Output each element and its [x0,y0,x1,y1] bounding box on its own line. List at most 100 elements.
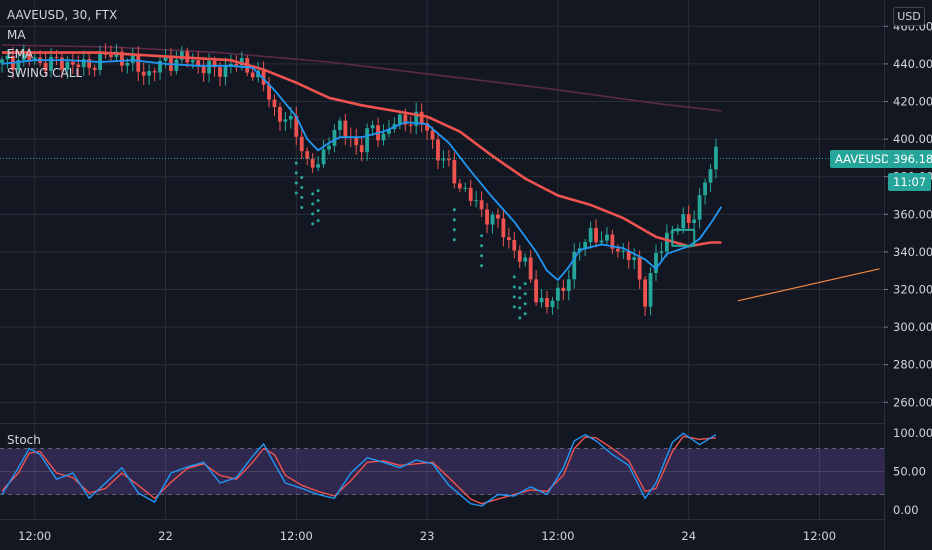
candle-body[interactable] [125,62,130,66]
candle-body[interactable] [686,214,691,224]
candle-body[interactable] [447,159,451,161]
candle-body[interactable] [267,84,271,100]
candle-body[interactable] [436,139,440,161]
candle-body[interactable] [141,71,146,76]
candle-body[interactable] [523,257,528,262]
candle-body[interactable] [528,257,533,280]
candle-body[interactable] [179,51,184,60]
candle-body[interactable] [332,130,337,146]
candle-body[interactable] [316,164,320,168]
candle-body[interactable] [708,169,713,183]
candle-body[interactable] [60,57,64,70]
ma-legend[interactable]: MA [7,28,26,42]
candle-body[interactable] [632,257,637,260]
candle-body[interactable] [637,257,642,280]
candle-body[interactable] [561,287,566,291]
candle-body[interactable] [539,298,544,303]
candle-body[interactable] [163,57,168,61]
candle-body[interactable] [485,209,489,225]
candle-body[interactable] [310,158,315,168]
candle-body[interactable] [610,234,615,249]
candle-body[interactable] [70,61,75,65]
candle-body[interactable] [496,214,500,219]
candle-body[interactable] [654,252,658,274]
candle-body[interactable] [703,182,707,196]
candle-body[interactable] [692,219,697,224]
candle-body[interactable] [223,65,228,77]
candle-body[interactable] [365,128,370,153]
candle-body[interactable] [556,287,560,301]
candle-body[interactable] [130,55,135,63]
candle-body[interactable] [599,240,604,243]
candle-body[interactable] [65,61,70,70]
candle-body[interactable] [594,228,598,243]
candle-body[interactable] [588,228,593,243]
candle-body[interactable] [605,234,609,241]
candle-body[interactable] [43,62,48,71]
candle-body[interactable] [250,72,255,78]
candle-body[interactable] [550,300,555,308]
candle-body[interactable] [572,251,577,280]
candle-body[interactable] [229,63,233,66]
candle-body[interactable] [419,111,424,124]
candle-body[interactable] [425,123,429,131]
candle-body[interactable] [294,116,299,137]
candle-body[interactable] [490,214,495,225]
candle-body[interactable] [506,237,511,241]
candle-body[interactable] [283,119,288,122]
candle-body[interactable] [120,51,124,66]
candle-body[interactable] [338,120,342,131]
candle-body[interactable] [212,60,217,68]
candle-body[interactable] [452,160,457,184]
candle-body[interactable] [474,200,479,202]
candle-body[interactable] [272,99,277,108]
candle-body[interactable] [239,58,244,66]
candle-body[interactable] [305,151,310,159]
candle-body[interactable] [626,250,631,260]
candle-body[interactable] [158,60,162,73]
candle-body[interactable] [201,65,206,74]
candle-body[interactable] [583,242,588,249]
currency-button[interactable]: USD [893,7,925,26]
candle-body[interactable] [457,183,462,189]
candle-body[interactable] [190,60,195,63]
candle-body[interactable] [354,137,359,146]
candle-body[interactable] [327,145,331,150]
candle-body[interactable] [430,130,435,140]
candle-body[interactable] [299,136,304,152]
candle-body[interactable] [196,60,201,66]
candle-body[interactable] [27,52,32,62]
candle-body[interactable] [665,232,669,252]
candle-body[interactable] [468,187,473,201]
symbol-legend[interactable]: AAVEUSD, 30, FTX [7,8,118,22]
candle-body[interactable] [387,129,391,134]
candle-body[interactable] [512,240,517,251]
candle-body[interactable] [697,195,702,220]
candle-body[interactable] [545,298,549,308]
candle-body[interactable] [76,64,81,68]
candle-body[interactable] [621,250,626,252]
candle-body[interactable] [381,133,386,141]
candle-body[interactable] [414,111,419,126]
candle-body[interactable] [517,250,522,262]
candle-body[interactable] [534,279,538,303]
candle-body[interactable] [615,248,620,252]
candle-body[interactable] [109,54,113,57]
candle-body[interactable] [234,63,239,66]
candle-body[interactable] [714,146,718,170]
candle-body[interactable] [81,59,86,68]
candle-body[interactable] [0,59,4,64]
candle-body[interactable] [643,279,647,307]
candle-body[interactable] [397,114,402,125]
stoch-legend[interactable]: Stoch [7,433,41,447]
candle-body[interactable] [16,60,21,70]
candle-body[interactable] [207,60,211,74]
candle-body[interactable] [92,67,97,71]
price-axis[interactable]: 460.00440.00420.00400.00380.00360.00340.… [884,19,932,517]
candle-body[interactable] [359,145,364,153]
candle-body[interactable] [501,218,506,238]
candle-body[interactable] [288,116,293,120]
candle-body[interactable] [648,273,653,307]
candle-body[interactable] [49,56,53,71]
